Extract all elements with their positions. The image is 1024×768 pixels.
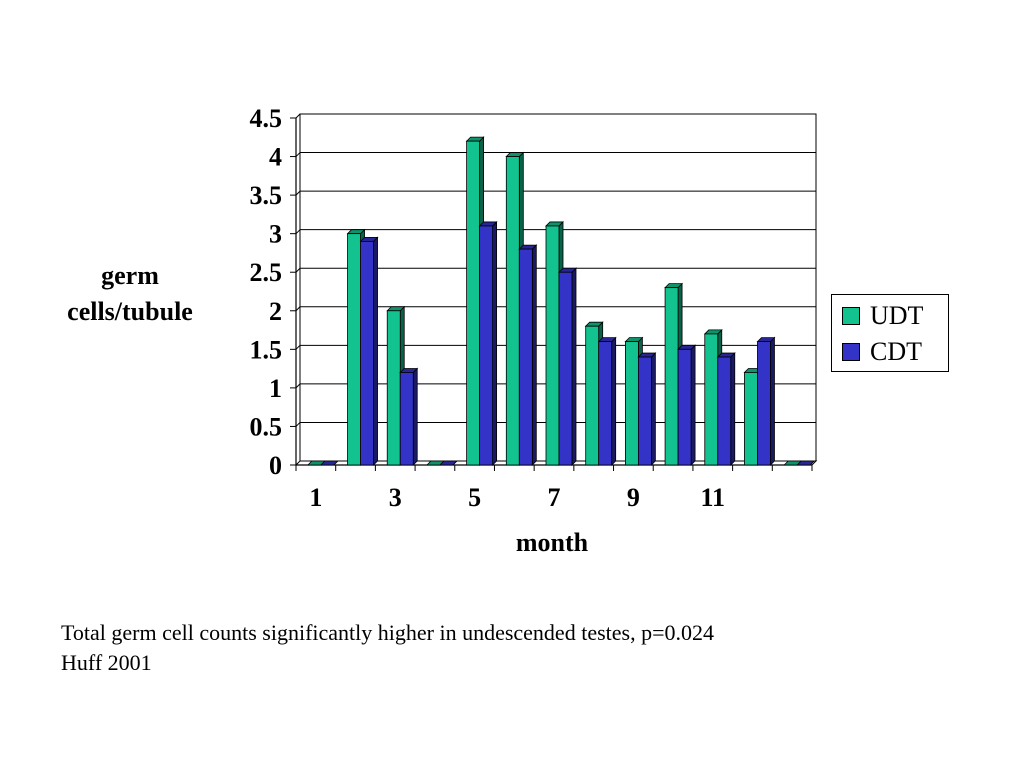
x-tick-label: 9 xyxy=(627,483,640,512)
bar-cdt-11 xyxy=(717,356,732,466)
y-tick-label: 2 xyxy=(269,297,282,326)
gridline-depth xyxy=(295,152,301,157)
bar-udt-6 xyxy=(505,156,520,466)
gridline-depth xyxy=(295,267,301,273)
bar-cdt-9 xyxy=(637,356,652,466)
y-axis-label-line1: germ xyxy=(101,261,159,290)
x-tick-label: 7 xyxy=(548,483,561,512)
gridline-depth xyxy=(295,422,301,427)
gridline-depth xyxy=(295,113,301,119)
y-tick-label: 3 xyxy=(269,220,282,249)
bar-udt-10 xyxy=(664,287,679,466)
bar-cdt-3 xyxy=(399,372,414,466)
bar-udt-12 xyxy=(744,372,758,466)
bar-cdt-12 xyxy=(757,341,771,466)
y-tick-label: 3.5 xyxy=(250,181,283,210)
bar-cdt-10 xyxy=(677,348,692,466)
bar-udt-8 xyxy=(585,325,600,466)
bar-cdt-8 xyxy=(598,341,613,466)
gridline-depth xyxy=(295,229,301,235)
legend-label-cdt: CDT xyxy=(870,337,922,366)
bar-cdt-7 xyxy=(558,271,573,466)
bar-udt-5 xyxy=(466,140,481,466)
x-tick-label: 11 xyxy=(700,483,725,512)
bar-side xyxy=(412,367,418,466)
bar-side xyxy=(611,336,617,466)
bar-udt-9 xyxy=(624,341,639,466)
legend-item-udt: UDT xyxy=(842,301,923,331)
bar-side xyxy=(650,352,656,466)
bar-udt-3 xyxy=(386,310,401,466)
bar-side xyxy=(492,220,498,466)
y-tick-label: 4.5 xyxy=(250,104,283,133)
y-tick-label: 0 xyxy=(269,451,282,480)
caption: Total germ cell counts significantly hig… xyxy=(61,618,714,678)
legend-item-cdt: CDT xyxy=(842,337,922,367)
bar-cdt-5 xyxy=(479,225,494,466)
bar-udt-7 xyxy=(545,225,560,466)
bar-side xyxy=(373,236,378,466)
y-tick-label: 4 xyxy=(269,143,282,172)
bar-side xyxy=(571,267,577,466)
x-tick-label: 3 xyxy=(389,483,402,512)
gridline-depth xyxy=(295,190,301,196)
legend-label-udt: UDT xyxy=(870,301,924,330)
bar-cdt-6 xyxy=(518,248,533,466)
bar-side xyxy=(690,344,696,466)
x-tick-label: 1 xyxy=(309,483,322,512)
bar-side xyxy=(770,336,775,466)
legend-swatch-udt xyxy=(842,307,860,325)
bar-top xyxy=(796,460,816,466)
gridline-depth xyxy=(295,306,301,312)
bar-side xyxy=(730,352,736,466)
y-tick-label: 1.5 xyxy=(250,335,283,364)
y-tick-label: 2.5 xyxy=(250,258,283,287)
bar-top xyxy=(319,460,339,466)
bar-top xyxy=(438,460,458,466)
x-axis-label: month xyxy=(515,528,589,557)
legend-swatch-cdt xyxy=(842,343,860,361)
x-tick-label: 5 xyxy=(468,483,481,512)
legend: UDT CDT xyxy=(831,294,949,372)
bar-cdt-2 xyxy=(360,240,374,466)
bar-udt-2 xyxy=(347,233,361,466)
caption-line1: Total germ cell counts significantly hig… xyxy=(61,620,714,645)
gridline-depth xyxy=(295,383,301,389)
bar-udt-11 xyxy=(704,333,719,466)
caption-line2: Huff 2001 xyxy=(61,650,152,675)
y-axis-label: germ cells/tubule xyxy=(40,258,220,330)
gridline-depth xyxy=(295,344,301,350)
bar-side xyxy=(531,244,537,466)
y-axis-label-line2: cells/tubule xyxy=(67,297,193,326)
y-tick-label: 1 xyxy=(269,374,282,403)
y-tick-label: 0.5 xyxy=(250,412,283,441)
